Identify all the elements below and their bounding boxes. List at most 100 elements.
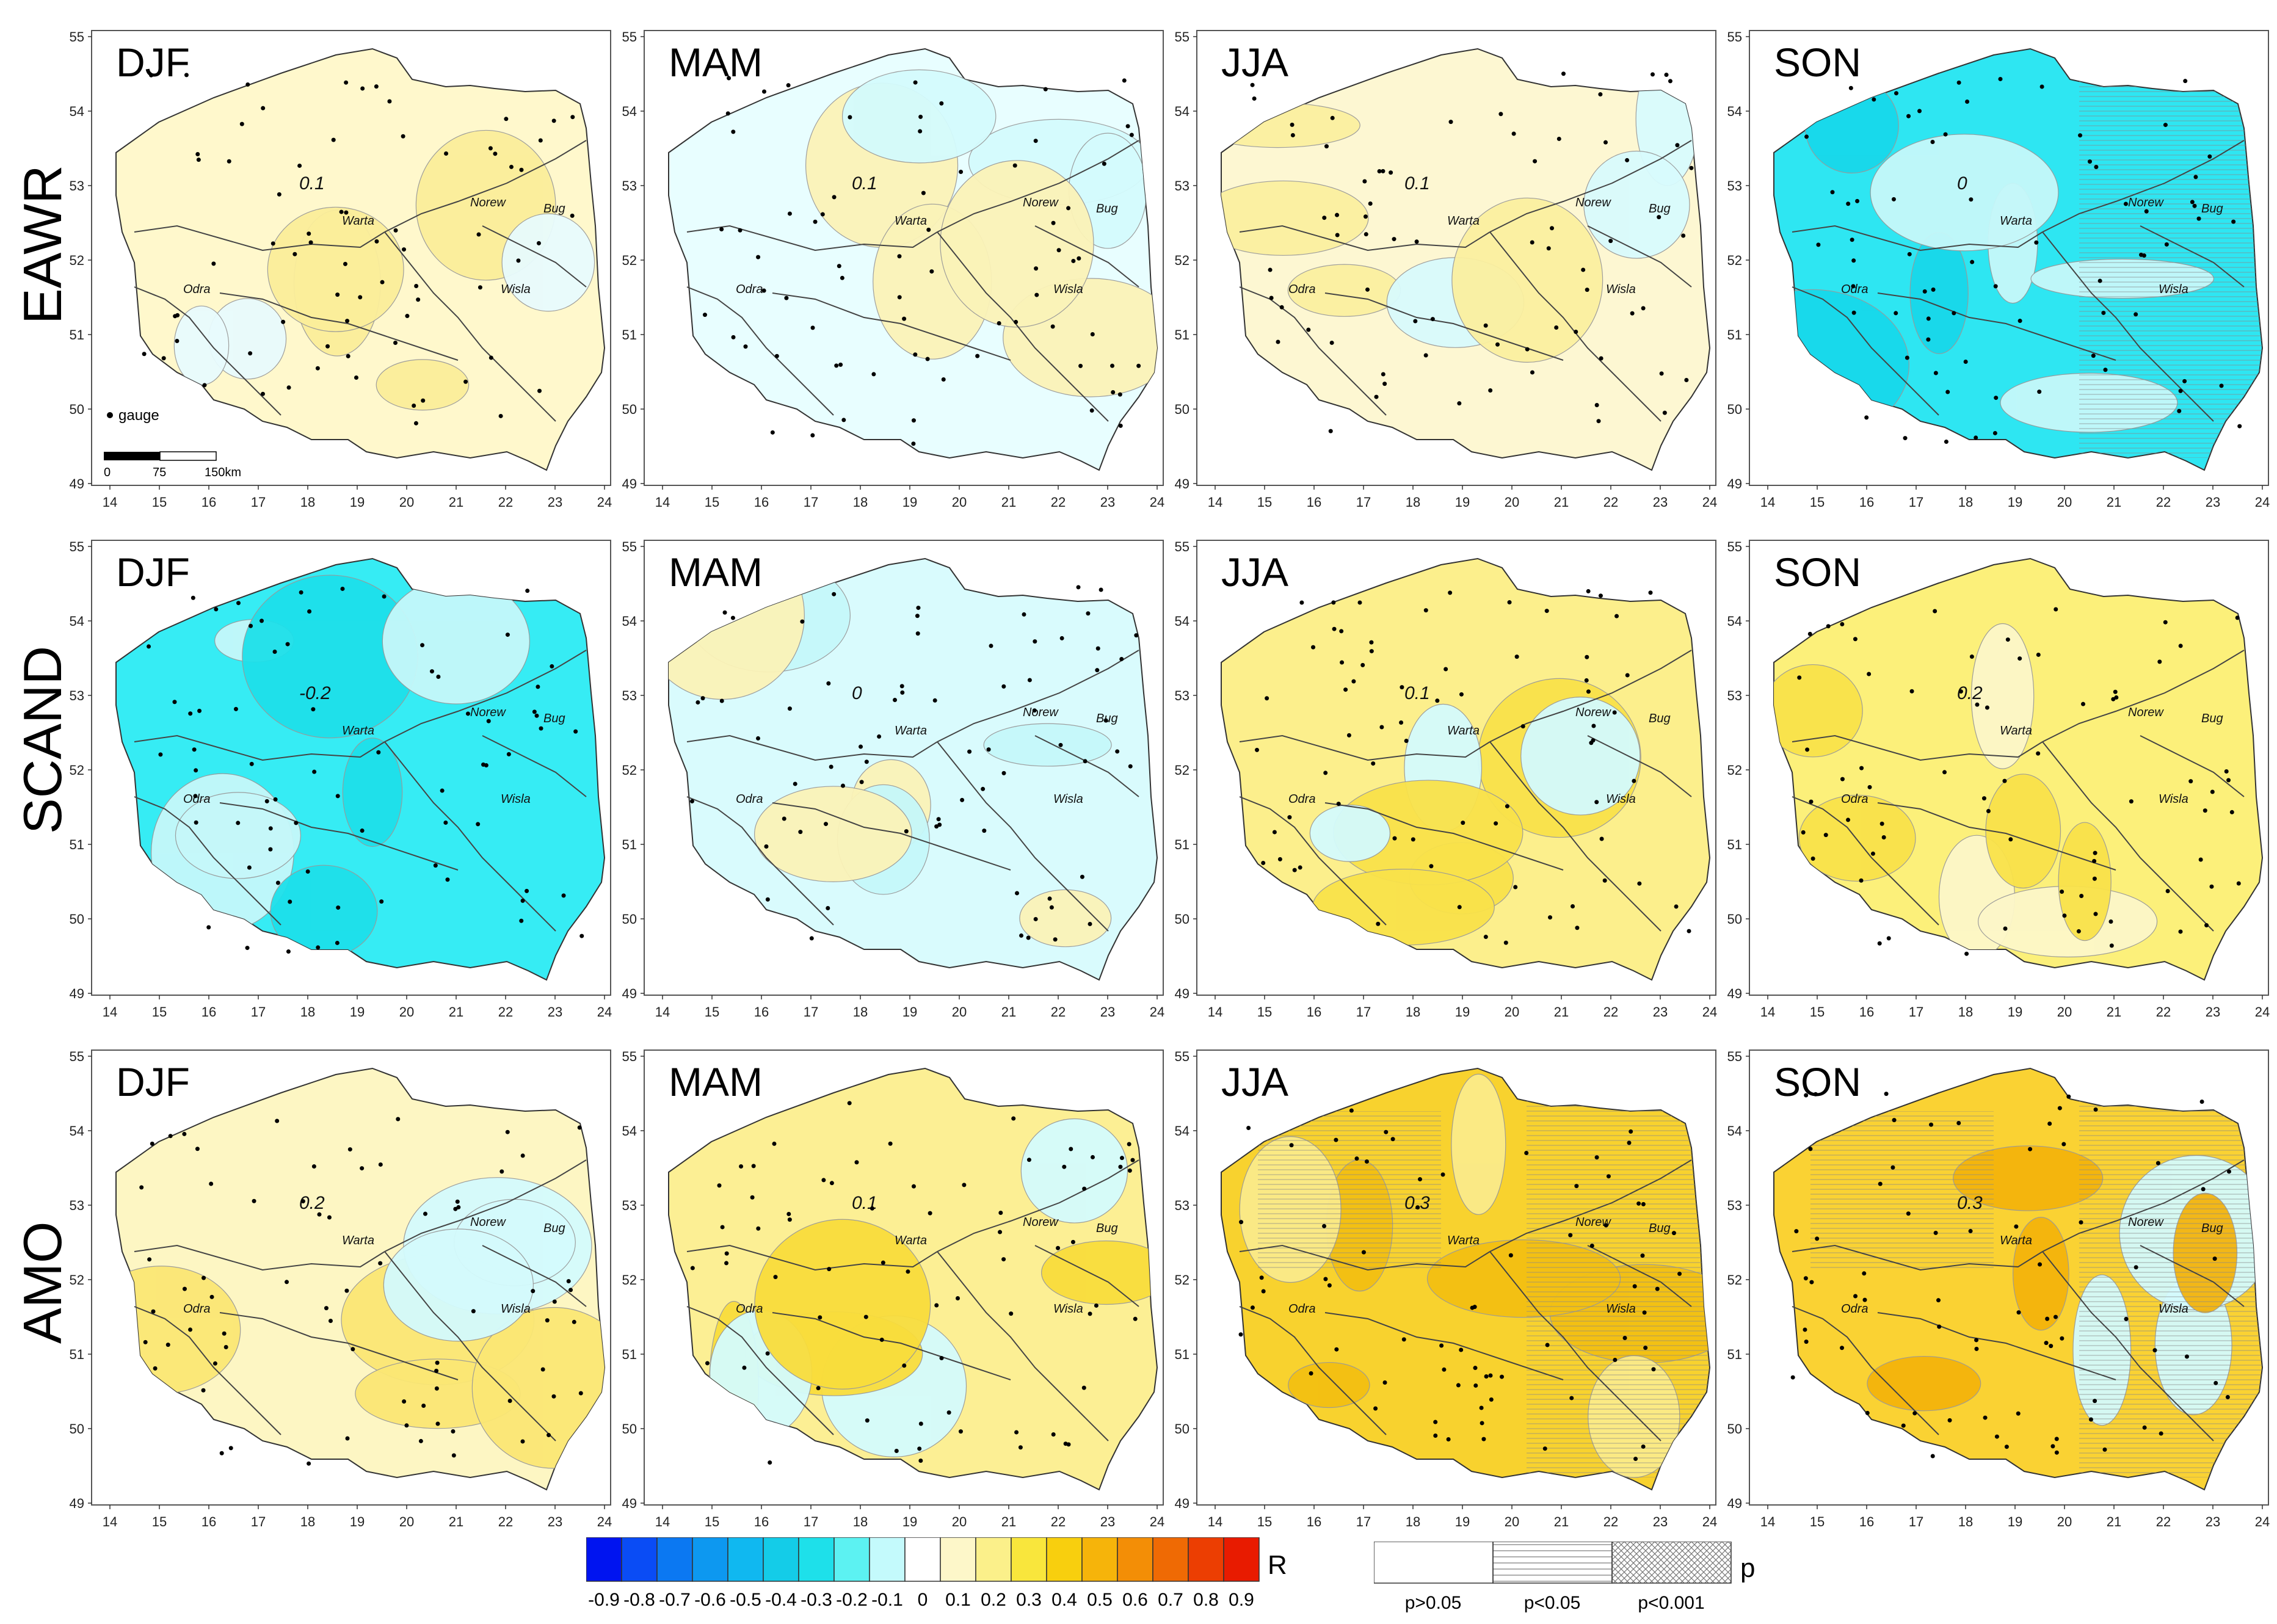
river-label: Wisla — [501, 1302, 531, 1316]
gauge-point — [311, 707, 316, 712]
river-label: Norew — [2128, 706, 2164, 719]
x-tick-label: 14 — [1208, 1004, 1222, 1020]
gauge-point — [1544, 609, 1549, 614]
gauge-point — [1503, 940, 1508, 945]
gauge-point — [1480, 1421, 1484, 1426]
gauge-point — [182, 1286, 187, 1291]
river-label: Bug — [1096, 712, 1118, 725]
gauge-point — [1014, 319, 1019, 324]
contour-region — [1870, 134, 2059, 252]
x-tick-label: 15 — [1257, 1514, 1272, 1529]
gauge-point — [1118, 1164, 1123, 1169]
gauge-point — [1815, 1236, 1820, 1241]
river-line — [1587, 225, 1692, 288]
gauge-point — [975, 353, 980, 358]
x-tick-label: 16 — [1307, 1514, 1321, 1529]
r-legend-swatch — [621, 1537, 658, 1582]
x-tick-label: 24 — [1150, 1004, 1164, 1020]
y-tick-label: 50 — [70, 912, 84, 927]
gauge-point — [233, 706, 238, 711]
r-legend-tick: -0.9 — [588, 1590, 620, 1610]
gauge-point — [1015, 891, 1020, 896]
gauge-point — [1479, 1405, 1484, 1410]
gauge-point — [2226, 778, 2231, 783]
x-tick-label: 14 — [1208, 1514, 1222, 1529]
gauge-point — [761, 288, 766, 293]
contour-label: 0.1 — [299, 173, 325, 194]
river-line — [937, 1159, 1139, 1252]
gauge-point — [756, 1226, 761, 1231]
gauge-point — [1483, 935, 1488, 940]
gauge-point — [223, 1344, 228, 1349]
river-label: Bug — [1649, 712, 1671, 725]
x-tick-label: 21 — [2107, 1514, 2121, 1529]
gauge-point — [1484, 1374, 1489, 1379]
gauge-point — [195, 152, 200, 157]
gauge-point — [1994, 396, 1999, 401]
gauge-point — [2050, 1444, 2055, 1449]
r-legend-tick: 0.2 — [981, 1590, 1006, 1610]
map-panel-amo-djf: Warta Odra Norew Bug Wisla 0.2 14 15 16 17 18 19 20 2… — [70, 1049, 617, 1539]
gauge-point — [717, 1183, 722, 1188]
contour-region — [173, 305, 230, 386]
gauge-point — [2054, 607, 2058, 612]
gauge-point — [2004, 1445, 2009, 1449]
gauge-point — [1598, 92, 1603, 97]
map-svg: Warta Odra Norew Bug Wisla 0.3 14 15 16 17 18 19 20 2… — [1727, 1049, 2270, 1529]
gauge-point — [1974, 435, 1978, 440]
gauge-point — [959, 170, 964, 175]
gauge-point — [2060, 889, 2065, 894]
x-tick-label: 16 — [754, 1514, 769, 1529]
gauge-point — [2177, 408, 2182, 413]
river-line — [686, 1306, 834, 1435]
gauge-point — [848, 115, 852, 120]
gauge-point — [493, 151, 498, 156]
contour-region — [1041, 1240, 1157, 1305]
gauge-point — [1290, 132, 1295, 137]
scale-label: 0 — [104, 466, 111, 479]
river-line — [1239, 1244, 1491, 1271]
x-tick-label: 24 — [1702, 495, 1717, 510]
gauge-point — [1483, 323, 1488, 328]
gauge-point — [1090, 1155, 1095, 1159]
map-svg: Warta Odra Norew Bug Wisla 0 14 15 16 17 18 19 20 21 2… — [622, 539, 1165, 1020]
gauge-point — [1569, 1396, 1574, 1401]
season-label: MAM — [669, 549, 763, 595]
gauge-point — [837, 264, 841, 269]
gauge-point — [219, 1451, 224, 1455]
gauge-point — [1050, 324, 1055, 329]
gauge-point — [1622, 1336, 1627, 1341]
gauge-point — [1298, 865, 1302, 870]
gauge-point — [520, 898, 525, 903]
map-panel-eawr-mam: Warta Odra Norew Bug Wisla 0.1 14 15 16 17 18 19 20 2… — [622, 29, 1169, 519]
gauge-point — [1095, 646, 1100, 651]
x-tick-label: 19 — [902, 1004, 917, 1020]
contour-label: 0.1 — [852, 173, 877, 194]
river-line — [219, 1312, 459, 1380]
gauge-point — [824, 822, 829, 827]
x-tick-label: 16 — [202, 1514, 216, 1529]
gauge-point — [1063, 1441, 1068, 1446]
gauge-point — [1816, 242, 1821, 247]
x-tick-label: 24 — [597, 495, 612, 510]
map-panel-eawr-djf: Warta Odra Norew Bug Wisla 0.1 14 15 16 17 18 19 20 2… — [70, 29, 617, 519]
x-tick-label: 17 — [251, 1514, 266, 1529]
r-legend-swatch — [586, 1537, 622, 1582]
gauge-point — [730, 615, 735, 620]
x-tick-label: 19 — [902, 495, 917, 510]
gauge-point — [2091, 353, 2096, 358]
gauge-point — [958, 1429, 963, 1434]
gauge-point — [143, 1339, 148, 1344]
gauge-point — [765, 1351, 770, 1356]
gauge-point — [1846, 817, 1851, 822]
gauge-point — [1368, 201, 1373, 206]
gauge-point — [1103, 718, 1108, 723]
river-line — [1877, 292, 2116, 361]
gauge-point — [505, 633, 510, 637]
gauge-point — [1675, 143, 1680, 148]
gauge-point — [700, 696, 705, 701]
map-svg: Warta Odra Norew Bug Wisla 0.1 14 15 16 17 18 19 20 2… — [1175, 29, 1718, 510]
gauge-point — [751, 1164, 756, 1169]
gauge-point — [2057, 1106, 2062, 1111]
y-tick-label: 52 — [70, 763, 84, 778]
